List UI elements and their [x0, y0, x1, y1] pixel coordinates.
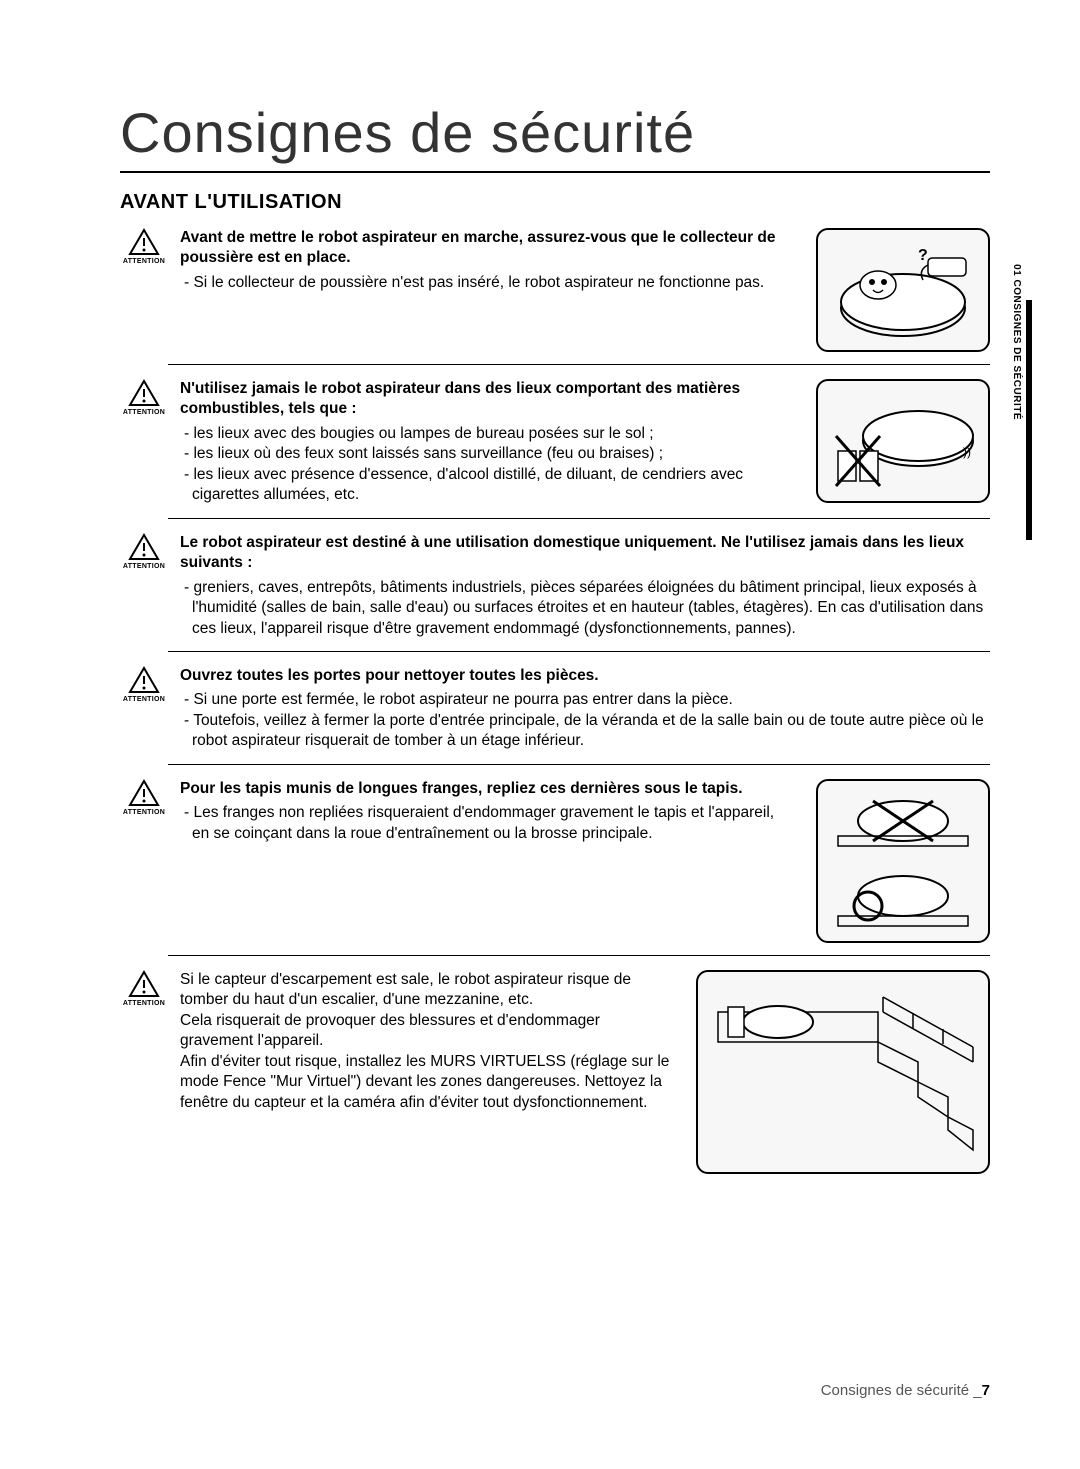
attention-label: ATTENTION: [120, 258, 168, 265]
side-tab-bar: [1026, 300, 1032, 540]
footer-text: Consignes de sécurité _: [821, 1382, 982, 1399]
section-body: - greniers, caves, entrepôts, bâtiments …: [180, 578, 990, 639]
divider: [168, 518, 990, 519]
attention-label: ATTENTION: [120, 1000, 168, 1007]
section-heading: Pour les tapis munis de longues franges,…: [180, 779, 794, 799]
illustration-combustible: )): [816, 379, 990, 503]
side-tab-text: 01 CONSIGNES DE SÉCURITÉ: [1011, 264, 1022, 420]
section-heading: Ouvrez toutes les portes pour nettoyer t…: [180, 666, 990, 686]
warning-triangle-icon: [128, 379, 160, 407]
list-item: - Les franges non repliées risqueraient …: [180, 803, 794, 844]
section-body: - Si le collecteur de poussière n'est pa…: [180, 273, 794, 293]
safety-section: ATTENTION Le robot aspirateur est destin…: [120, 533, 990, 639]
section-text: N'utilisez jamais le robot aspirateur da…: [180, 379, 794, 506]
divider: [168, 955, 990, 956]
warning-triangle-icon: [128, 970, 160, 998]
attention-label: ATTENTION: [120, 809, 168, 816]
divider: [168, 651, 990, 652]
section-body: - Les franges non repliées risqueraient …: [180, 803, 794, 844]
safety-section: ATTENTION Pour les tapis munis de longue…: [120, 779, 990, 943]
section-text: Avant de mettre le robot aspirateur en m…: [180, 228, 794, 352]
svg-text:?: ?: [918, 247, 928, 264]
robot-dustbin-icon: ?: [818, 230, 988, 350]
list-item: - les lieux avec des bougies ou lampes d…: [180, 424, 794, 444]
section-text: Si le capteur d'escarpement est sale, le…: [180, 970, 674, 1174]
svg-text:)): )): [963, 445, 971, 459]
list-item: - Si une porte est fermée, le robot aspi…: [180, 690, 990, 710]
safety-section: ATTENTION N'utilisez jamais le robot asp…: [120, 379, 990, 506]
section-heading: Avant de mettre le robot aspirateur en m…: [180, 228, 794, 269]
section-subtitle: AVANT L'UTILISATION: [120, 191, 990, 214]
side-tab: 01 CONSIGNES DE SÉCURITÉ: [1006, 300, 1030, 540]
page-footer: Consignes de sécurité _7: [821, 1382, 990, 1399]
footer-page-number: 7: [982, 1382, 990, 1399]
robot-stairs-icon: [698, 972, 988, 1172]
list-item: - Si le collecteur de poussière n'est pa…: [180, 273, 794, 293]
illustration-carpet: [816, 779, 990, 943]
divider: [168, 764, 990, 765]
illustration-stairs: [696, 970, 990, 1174]
list-item: - greniers, caves, entrepôts, bâtiments …: [180, 578, 990, 639]
warning-triangle-icon: [128, 666, 160, 694]
attention-icon-col: ATTENTION: [120, 228, 168, 352]
section-text: Pour les tapis munis de longues franges,…: [180, 779, 794, 943]
safety-section: ATTENTION Avant de mettre le robot aspir…: [120, 228, 990, 352]
robot-fire-icon: )): [818, 381, 988, 501]
list-item: - les lieux où des feux sont laissés san…: [180, 444, 794, 464]
attention-icon-col: ATTENTION: [120, 779, 168, 943]
attention-icon-col: ATTENTION: [120, 379, 168, 506]
list-item: - Toutefois, veillez à fermer la porte d…: [180, 711, 990, 752]
page: Consignes de sécurité AVANT L'UTILISATIO…: [0, 0, 1080, 1469]
robot-carpet-icon: [818, 781, 988, 941]
section-body: - Si une porte est fermée, le robot aspi…: [180, 690, 990, 751]
section-body: - les lieux avec des bougies ou lampes d…: [180, 424, 794, 506]
safety-section: ATTENTION Ouvrez toutes les portes pour …: [120, 666, 990, 752]
section-text: Ouvrez toutes les portes pour nettoyer t…: [180, 666, 990, 752]
attention-label: ATTENTION: [120, 409, 168, 416]
section-heading: Le robot aspirateur est destiné à une ut…: [180, 533, 990, 574]
attention-icon-col: ATTENTION: [120, 666, 168, 752]
attention-label: ATTENTION: [120, 696, 168, 703]
warning-triangle-icon: [128, 779, 160, 807]
attention-label: ATTENTION: [120, 563, 168, 570]
divider: [168, 364, 990, 365]
attention-icon-col: ATTENTION: [120, 533, 168, 639]
section-heading: N'utilisez jamais le robot aspirateur da…: [180, 379, 794, 420]
safety-section: ATTENTION Si le capteur d'escarpement es…: [120, 970, 990, 1174]
illustration-dustbin: ?: [816, 228, 990, 352]
section-text: Le robot aspirateur est destiné à une ut…: [180, 533, 990, 639]
warning-triangle-icon: [128, 533, 160, 561]
list-item: - les lieux avec présence d'essence, d'a…: [180, 465, 794, 506]
attention-icon-col: ATTENTION: [120, 970, 168, 1174]
page-title: Consignes de sécurité: [120, 100, 990, 173]
warning-triangle-icon: [128, 228, 160, 256]
